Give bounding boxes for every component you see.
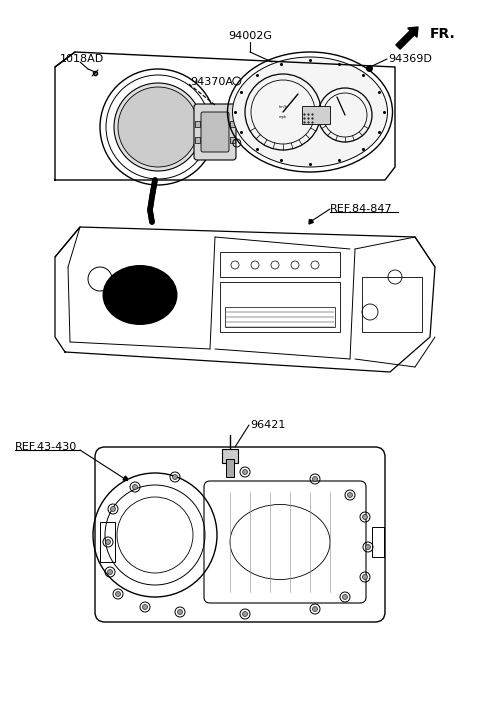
Circle shape (142, 604, 148, 609)
Circle shape (348, 492, 352, 497)
Ellipse shape (102, 265, 177, 325)
Text: 1018AD: 1018AD (60, 54, 104, 64)
Circle shape (313, 476, 317, 481)
Circle shape (343, 595, 348, 600)
Bar (195, 137, 200, 143)
FancyBboxPatch shape (194, 104, 236, 160)
Circle shape (366, 545, 370, 550)
Bar (372, 527, 384, 557)
Text: km/h: km/h (279, 105, 287, 109)
FancyArrow shape (396, 27, 418, 49)
Bar (225, 307, 335, 327)
Text: mph: mph (279, 115, 287, 119)
Circle shape (106, 539, 110, 545)
Circle shape (313, 606, 317, 611)
Circle shape (362, 574, 368, 579)
Circle shape (110, 507, 116, 512)
FancyBboxPatch shape (201, 112, 229, 152)
Bar (220, 252, 340, 277)
Circle shape (114, 83, 202, 171)
Text: 94370A: 94370A (190, 77, 233, 87)
Bar (195, 121, 200, 127)
Text: 94002G: 94002G (228, 31, 272, 41)
Text: FR.: FR. (430, 27, 456, 41)
Bar (100, 522, 115, 562)
Text: 96421: 96421 (250, 420, 285, 430)
Bar (222, 449, 238, 463)
Text: REF.43-430: REF.43-430 (15, 442, 77, 452)
Circle shape (118, 87, 198, 167)
Circle shape (116, 592, 120, 596)
Circle shape (173, 475, 177, 480)
Text: REF.84-847: REF.84-847 (330, 204, 392, 214)
Bar (230, 137, 235, 143)
Circle shape (132, 484, 138, 489)
Circle shape (177, 609, 183, 614)
Ellipse shape (232, 57, 388, 167)
Circle shape (242, 611, 248, 616)
FancyArrow shape (123, 476, 128, 481)
Bar (302, 106, 330, 124)
Text: 94369D: 94369D (388, 54, 432, 64)
Bar (362, 277, 422, 332)
Bar (220, 282, 340, 332)
Bar (230, 121, 235, 127)
Circle shape (362, 515, 368, 520)
Circle shape (108, 569, 112, 574)
Bar (226, 459, 234, 477)
Circle shape (242, 470, 248, 475)
FancyArrow shape (309, 220, 314, 224)
